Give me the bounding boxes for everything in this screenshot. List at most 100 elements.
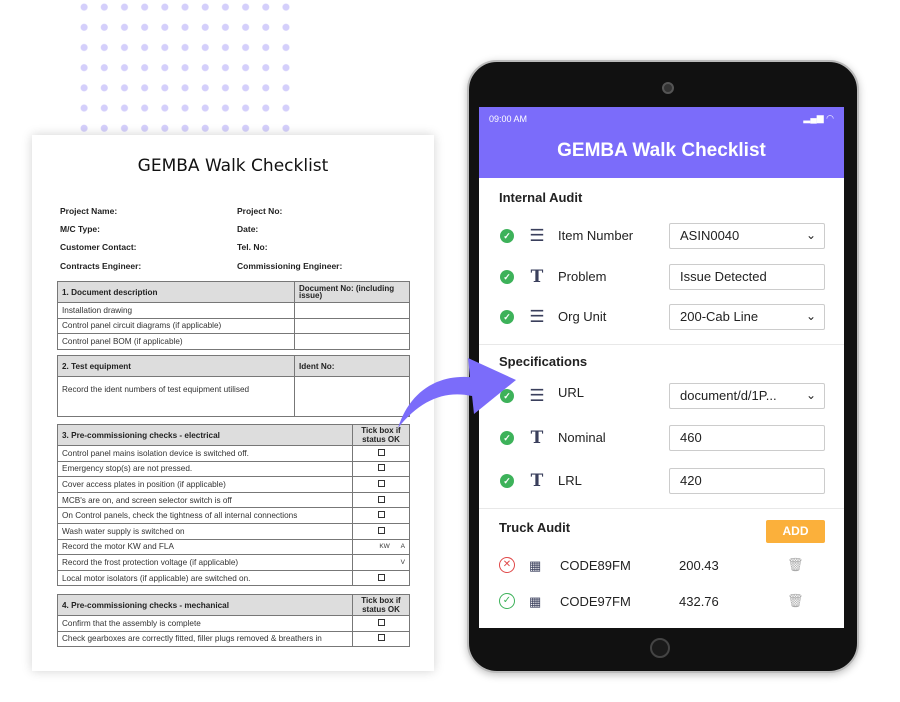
url-dropdown[interactable]: document/d/1P... ⌄ <box>669 383 825 409</box>
divider <box>479 344 844 345</box>
pass-circle-icon: ✓ <box>499 593 515 609</box>
mechanical-checks-table: 4. Pre-commissioning checks - mechanical… <box>57 594 410 648</box>
check-circle-icon: ✓ <box>500 431 514 445</box>
field-customer-contact: Customer Contact: <box>60 242 137 252</box>
fail-circle-icon: ✕ <box>499 557 515 573</box>
field-project-name: Project Name: <box>60 206 118 216</box>
table-row: Control panel BOM (if applicable) <box>57 333 410 350</box>
field-label: Problem <box>558 269 607 284</box>
document-description-table: 1. Document description Document No: (inc… <box>57 281 410 350</box>
table-header: Tick box if status OK <box>352 424 410 446</box>
truck-row: ✓ ▦ CODE97FM 432.76 🗑 <box>479 591 844 613</box>
text-icon: T <box>530 428 544 448</box>
check-circle-icon: ✓ <box>500 229 514 243</box>
field-commissioning-engineer: Commissioning Engineer: <box>237 261 343 271</box>
section-internal-audit: Internal Audit <box>499 190 583 205</box>
chevron-down-icon: ⌄ <box>805 309 816 323</box>
paper-checklist-document: GEMBA Walk Checklist Project Name: Proje… <box>32 135 434 671</box>
document-title: GEMBA Walk Checklist <box>137 156 329 176</box>
trash-icon[interactable]: 🗑 <box>787 593 804 608</box>
divider <box>479 508 844 509</box>
list-icon: ☰ <box>529 386 545 405</box>
qr-code-icon: ▦ <box>529 558 542 573</box>
table-header: 2. Test equipment <box>57 355 295 377</box>
truck-value: 432.76 <box>679 594 719 609</box>
qr-code-icon: ▦ <box>529 594 542 609</box>
signal-wifi-icon: ▂▄▆ ◠ <box>803 113 834 123</box>
app-screen: 09:00 AM ▂▄▆ ◠ GEMBA Walk Checklist Inte… <box>479 107 844 628</box>
table-row: Record the ident numbers of test equipme… <box>57 376 410 417</box>
field-label: LRL <box>558 473 582 488</box>
table-row: Check gearboxes are correctly fitted, fi… <box>57 630 410 648</box>
checkbox[interactable] <box>377 618 385 626</box>
section-truck-audit: Truck Audit <box>499 520 571 535</box>
checkbox[interactable] <box>377 495 385 503</box>
trash-icon[interactable]: 🗑 <box>787 557 804 572</box>
table-header: Document No: (including issue) <box>294 281 410 303</box>
truck-code: CODE97FM <box>560 594 631 609</box>
lrl-input[interactable]: 420 <box>669 468 825 494</box>
truck-row: ✕ ▦ CODE89FM 200.43 🗑 <box>479 555 844 577</box>
app-header: 09:00 AM ▂▄▆ ◠ GEMBA Walk Checklist <box>479 107 844 178</box>
v-unit: V <box>400 558 405 566</box>
org-unit-dropdown[interactable]: 200-Cab Line ⌄ <box>669 304 825 330</box>
table-row: Emergency stop(s) are not pressed. <box>57 460 410 478</box>
table-row: Control panel circuit diagrams (if appli… <box>57 317 410 335</box>
a-unit: A <box>400 543 405 551</box>
form-row-item-number: ✓ ☰ Item Number ASIN0040 ⌄ <box>479 223 844 249</box>
table-row: Local motor isolators (if applicable) ar… <box>57 569 410 587</box>
checkbox[interactable] <box>377 634 385 642</box>
check-circle-icon: ✓ <box>500 389 514 403</box>
checkbox[interactable] <box>377 511 385 519</box>
field-project-no: Project No: <box>237 206 283 216</box>
checkbox[interactable] <box>377 526 385 534</box>
home-button[interactable] <box>650 638 670 658</box>
chevron-down-icon: ⌄ <box>805 228 816 242</box>
checkbox[interactable] <box>377 479 385 487</box>
table-header: 4. Pre-commissioning checks - mechanical <box>57 594 353 616</box>
field-label: URL <box>558 385 585 400</box>
table-row: Record the frost protection voltage (if … <box>57 554 410 571</box>
add-button[interactable]: ADD <box>766 520 825 543</box>
check-circle-icon: ✓ <box>500 310 514 324</box>
form-row-url: ✓ ☰ URL document/d/1P... ⌄ <box>479 383 844 409</box>
truck-code: CODE89FM <box>560 558 631 573</box>
status-time: 09:00 AM <box>489 114 528 124</box>
field-label: Org Unit <box>558 309 607 324</box>
checkbox[interactable] <box>377 464 385 472</box>
form-row-problem: ✓ T Problem Issue Detected <box>479 264 844 290</box>
form-row-nominal: ✓ T Nominal 460 <box>479 425 844 451</box>
table-header: Ident No: <box>294 355 410 377</box>
test-equipment-table: 2. Test equipment Ident No: Record the id… <box>57 355 410 417</box>
list-icon: ☰ <box>529 226 545 245</box>
checkbox[interactable] <box>377 448 385 456</box>
field-date: Date: <box>237 224 259 234</box>
checkbox[interactable] <box>377 573 385 581</box>
decorative-dots <box>74 0 294 132</box>
field-tel-no: Tel. No: <box>237 242 268 252</box>
truck-value: 200.43 <box>679 558 719 573</box>
form-row-org-unit: ✓ ☰ Org Unit 200-Cab Line ⌄ <box>479 304 844 330</box>
text-icon: T <box>530 471 544 491</box>
table-header: 3. Pre-commissioning checks - electrical <box>57 424 353 446</box>
section-specifications: Specifications <box>499 354 588 369</box>
table-header: Tick box if status OK <box>352 594 410 616</box>
check-circle-icon: ✓ <box>500 474 514 488</box>
table-row: Cover access plates in position (if appl… <box>57 476 410 493</box>
camera-icon <box>662 82 674 94</box>
check-circle-icon: ✓ <box>500 270 514 284</box>
field-label: Item Number <box>558 228 634 243</box>
electrical-checks-table: 3. Pre-commissioning checks - electrical… <box>57 424 410 587</box>
form-row-lrl: ✓ T LRL 420 <box>479 468 844 494</box>
chevron-down-icon: ⌄ <box>805 388 816 402</box>
app-title: GEMBA Walk Checklist <box>557 140 766 161</box>
table-row: Confirm that the assembly is complete <box>57 615 410 632</box>
list-icon: ☰ <box>529 307 545 326</box>
text-icon: T <box>530 267 544 287</box>
problem-input[interactable]: Issue Detected <box>669 264 825 290</box>
item-number-dropdown[interactable]: ASIN0040 ⌄ <box>669 223 825 249</box>
field-mc-type: M/C Type: <box>60 224 100 234</box>
field-label: Nominal <box>558 430 606 445</box>
nominal-input[interactable]: 460 <box>669 425 825 451</box>
